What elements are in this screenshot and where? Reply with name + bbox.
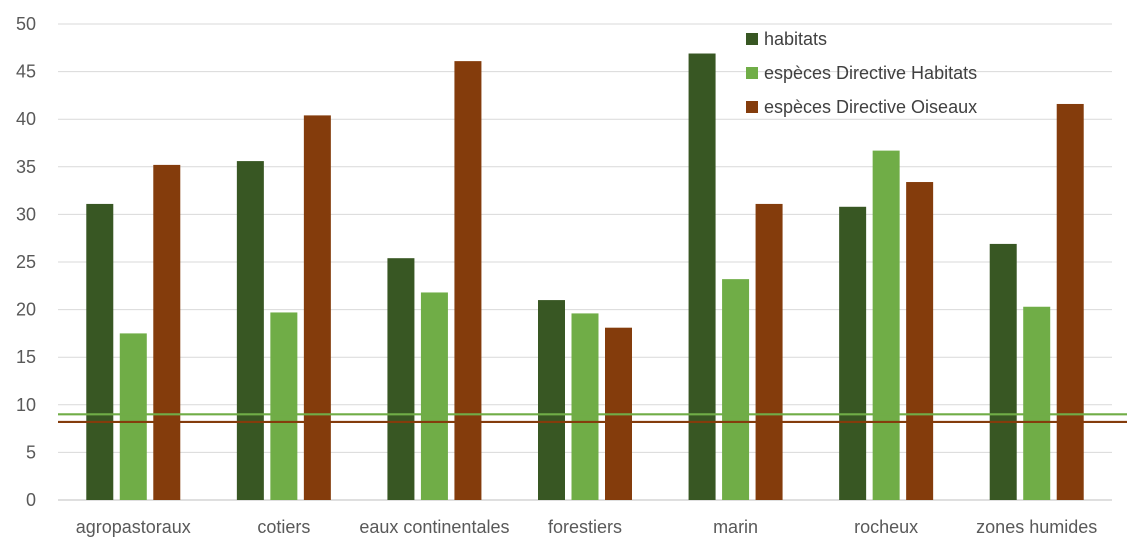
- bar: [906, 182, 934, 501]
- legend-label: espèces Directive Oiseaux: [764, 97, 977, 117]
- bar: [839, 206, 867, 500]
- reference-lines: [58, 413, 1127, 424]
- y-tick-label: 5: [26, 442, 36, 462]
- bar: [86, 203, 114, 501]
- bar: [989, 243, 1017, 501]
- bar: [454, 61, 482, 501]
- x-tick-label: cotiers: [257, 517, 310, 537]
- x-tick-label: zones humides: [976, 517, 1097, 537]
- y-tick-label: 15: [16, 347, 36, 367]
- bar: [722, 279, 750, 500]
- x-tick-label: forestiers: [548, 517, 622, 537]
- bar: [420, 292, 448, 500]
- x-axis-ticks: agropastoraux cotiers eaux continentales fo…: [76, 517, 1098, 537]
- bar: [755, 203, 783, 501]
- y-tick-label: 35: [16, 157, 36, 177]
- y-tick-label: 40: [16, 109, 36, 129]
- bar: [303, 115, 331, 500]
- bar: [236, 161, 264, 500]
- x-tick-label: marin: [713, 517, 758, 537]
- legend-swatch: [746, 101, 758, 113]
- bar: [538, 300, 565, 500]
- bar: [119, 333, 147, 500]
- legend-label: espèces Directive Habitats: [764, 63, 977, 83]
- bars: [86, 53, 1084, 501]
- y-tick-label: 25: [16, 252, 36, 272]
- bar: [1056, 103, 1084, 500]
- y-axis-ticks: 0 5 10 15 20 25 30 35 40 45 50: [16, 14, 36, 510]
- y-tick-label: 0: [26, 490, 36, 510]
- y-tick-label: 10: [16, 395, 36, 415]
- bar: [1023, 306, 1051, 500]
- gridlines: [58, 23, 1112, 501]
- x-tick-label: agropastoraux: [76, 517, 191, 537]
- y-tick-label: 20: [16, 300, 36, 320]
- bar: [270, 312, 298, 500]
- legend-swatch: [746, 33, 758, 45]
- bar: [571, 313, 599, 500]
- y-tick-label: 45: [16, 62, 36, 82]
- bar: [153, 164, 181, 500]
- legend: habitats espèces Directive Habitats espèce…: [746, 29, 977, 117]
- bar: [688, 53, 716, 501]
- y-tick-label: 30: [16, 204, 36, 224]
- legend-swatch: [746, 67, 758, 79]
- x-tick-label: eaux continentales: [359, 517, 509, 537]
- bar: [872, 150, 900, 500]
- y-tick-label: 50: [16, 14, 36, 34]
- legend-label: habitats: [764, 29, 827, 49]
- bar: [387, 258, 415, 500]
- x-tick-label: rocheux: [854, 517, 918, 537]
